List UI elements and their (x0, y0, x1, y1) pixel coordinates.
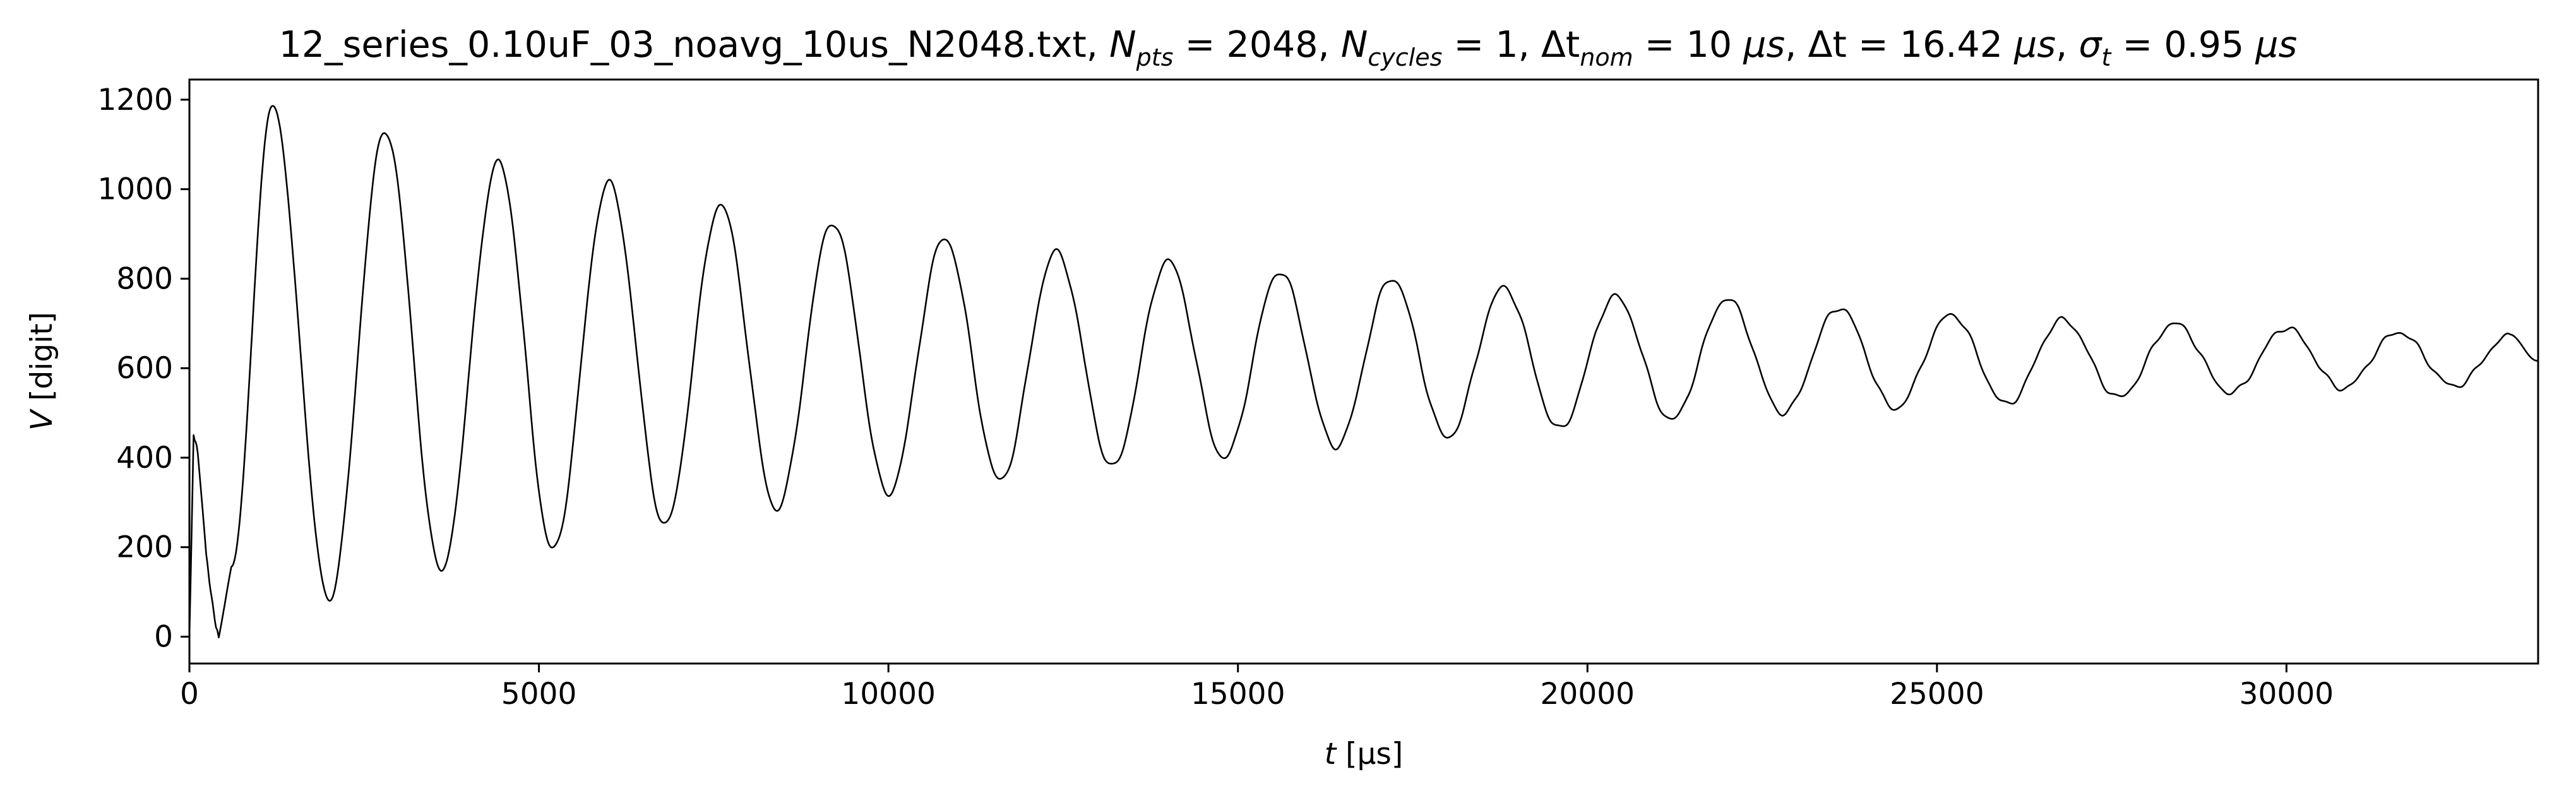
plot-frame (188, 78, 2539, 665)
x-tick-label: 25000 (1890, 677, 1984, 712)
y-tick-label: 0 (154, 619, 173, 654)
x-axis-ticks: 0 5000 10000 15000 20000 25000 30000 (180, 664, 2334, 712)
x-tick-label: 0 (180, 677, 199, 712)
x-tick-label: 30000 (2239, 677, 2334, 712)
x-tick-label: 5000 (501, 677, 577, 712)
y-tick-label: 1200 (97, 83, 173, 117)
x-tick-label: 10000 (841, 677, 936, 712)
chart-title: 12_series_0.10uF_03_noavg_10us_N2048.txt… (279, 24, 2298, 71)
x-axis-label: t [μs] (1325, 737, 1403, 771)
y-tick-label: 800 (116, 261, 173, 296)
x-tick-label: 15000 (1191, 677, 1285, 712)
y-axis-label: V [digit] (25, 312, 59, 431)
y-tick-label: 200 (116, 530, 173, 565)
x-tick-label: 20000 (1541, 677, 1635, 712)
y-axis-ticks: 0 200 400 600 800 1000 1200 (97, 83, 189, 654)
y-tick-label: 1000 (97, 172, 173, 207)
y-tick-label: 600 (116, 351, 173, 386)
series-line (188, 105, 2539, 638)
y-tick-label: 400 (116, 441, 173, 475)
